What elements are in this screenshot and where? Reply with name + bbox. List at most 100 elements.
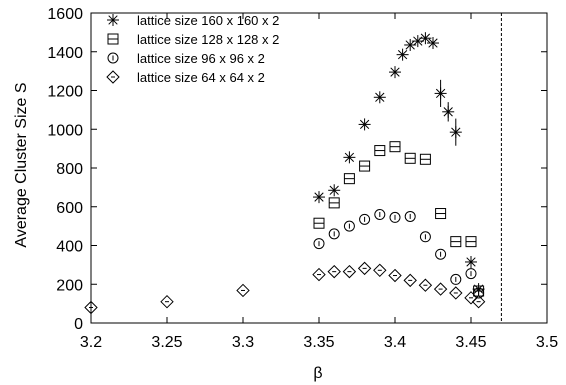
data-point [450,273,462,285]
x-tick-label: 3.25 [151,334,182,351]
data-point [106,70,120,84]
diamond-outline [403,273,417,288]
y-tick-label: 200 [56,277,83,294]
data-point [450,236,462,248]
series [84,261,486,315]
diamond-outline [373,263,387,278]
series [313,209,485,299]
circle-outline [389,211,401,223]
diamond-outline [471,294,486,309]
diamond-outline [342,264,357,279]
data-point [343,151,356,164]
data-point [403,273,417,288]
data-point [465,255,477,268]
data-point [313,191,325,204]
diamond-outline [160,294,174,309]
star-stroke [420,33,431,43]
data-point [107,52,119,64]
data-point [343,220,355,232]
series [313,141,485,297]
x-tick-label: 3.2 [80,334,102,351]
y-tick-label: 800 [56,161,83,178]
data-point [373,91,386,104]
star-stroke [405,40,415,50]
data-point [313,238,325,250]
data-point [388,268,402,283]
legend-item: lattice size 96 x 96 x 2 [107,51,265,66]
circle-outline [313,238,325,250]
x-tick-label: 3.35 [303,334,334,351]
data-point [449,286,463,300]
diamond-outline [418,278,433,292]
diamond-outline [106,70,120,84]
star-stroke [397,50,408,60]
data-point [358,118,371,131]
data-point [84,300,98,315]
x-tick-label: 3.3 [232,334,254,351]
star-stroke [359,119,370,130]
star-stroke [451,127,461,137]
data-point [389,211,401,223]
y-tick-label: 400 [56,239,83,256]
data-point [473,287,485,299]
data-point [419,32,432,45]
data-point [328,228,340,240]
data-point [404,210,416,222]
legend-label: lattice size 64 x 64 x 2 [137,70,265,85]
data-point [374,145,386,157]
legend-item: lattice size 128 x 128 x 2 [107,32,279,47]
star-stroke [428,38,438,48]
series [313,32,485,296]
y-tick-label: 1200 [47,84,83,101]
data-point [427,37,439,50]
data-point [343,173,355,185]
data-point [107,33,119,45]
x-tick-label: 3.5 [536,334,558,351]
data-point [435,208,447,220]
data-point [359,213,371,225]
data-point [328,197,340,209]
data-point [464,291,478,305]
data-point [328,184,341,197]
data-point [449,126,462,139]
circle-outline [435,248,447,260]
data-point [313,217,325,229]
legend: lattice size 160 x 160 x 2 lattice size 1… [106,13,279,85]
diamond-outline [84,300,98,315]
star-stroke [108,15,118,25]
circle-outline [419,231,431,243]
y-tick-label: 1000 [47,122,83,139]
legend-item: lattice size 160 x 160 x 2 [107,13,279,28]
star-stroke [375,92,385,102]
circle-outline [374,209,386,220]
star-stroke [466,257,476,267]
y-tick-label: 600 [56,200,83,217]
y-tick-label: 1600 [47,6,83,23]
legend-item: lattice size 64 x 64 x 2 [106,70,265,85]
data-point [389,66,401,79]
star-stroke [314,192,324,202]
diamond-outline [327,264,341,279]
legend-label: lattice size 128 x 128 x 2 [137,32,279,47]
star-stroke [435,88,446,99]
y-tick-label: 1400 [47,45,83,62]
diamond-outline [464,291,478,305]
axes: 3.2 3.25 3.3 3.35 3.4 3.45 3.5 0 200 400 600 800 100… [47,6,558,351]
data-point [107,14,119,26]
data-point [374,209,386,220]
data-point [434,87,447,100]
circle-outline [465,268,477,280]
y-tick-label: 0 [74,316,83,333]
data-point [465,236,477,248]
data-point [312,267,326,282]
data-point [419,231,431,243]
y-axis-title: Average Cluster Size S [13,82,30,247]
data-point [359,160,371,172]
data-point [442,105,455,118]
data-point [236,283,250,298]
star-stroke [443,107,453,117]
star-stroke [329,185,339,195]
diamond-outline [357,261,372,276]
x-tick-label: 3.4 [384,334,406,351]
